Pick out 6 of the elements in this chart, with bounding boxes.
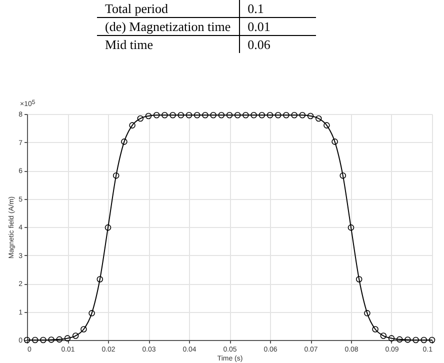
text: 0.06 [239,36,316,53]
text: Total period [104,0,169,18]
text: (de) Magnetization time [97,18,240,36]
text: Mid time [97,36,240,53]
text: 0.1 [239,0,316,18]
text: 0.01 [239,18,316,36]
